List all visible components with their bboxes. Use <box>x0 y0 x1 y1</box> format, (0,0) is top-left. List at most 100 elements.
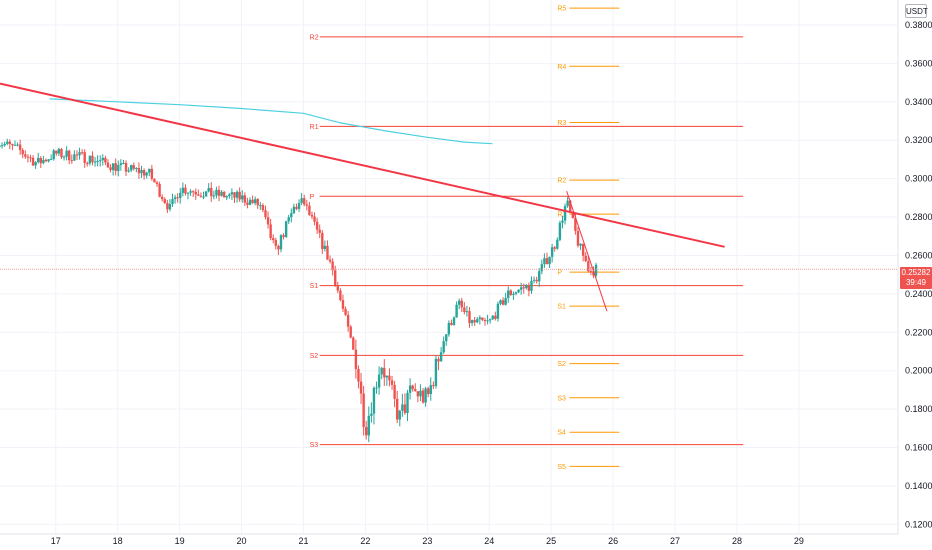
candle-body <box>346 314 350 327</box>
candle-body <box>47 159 50 162</box>
candle-body <box>202 196 205 198</box>
time-tick-label: 29 <box>794 536 804 546</box>
candle-body <box>204 191 208 197</box>
candle-body <box>24 154 27 157</box>
candle-body <box>558 222 562 240</box>
pivot-label-s3: S3 <box>310 442 319 449</box>
candle-body <box>457 300 461 305</box>
candle-body <box>73 154 76 161</box>
candle-body <box>173 197 177 200</box>
candlestick-series <box>0 138 598 443</box>
candle-body <box>452 317 456 325</box>
candle-body <box>62 156 66 158</box>
candle-body <box>282 235 285 237</box>
pivot-label-s4: S4 <box>557 430 566 437</box>
candle-body <box>215 189 218 196</box>
candle-body <box>540 264 544 272</box>
candle-body <box>111 163 115 171</box>
pivot-label-s2: S2 <box>310 353 319 360</box>
candle-body <box>3 143 6 146</box>
candle-body <box>442 341 445 353</box>
candle-body <box>341 300 345 309</box>
candle-body <box>8 141 12 144</box>
candle-body <box>483 319 487 321</box>
currency-unit-label[interactable]: USDT <box>905 4 928 18</box>
candle-body <box>594 264 598 276</box>
candle-body <box>168 203 172 210</box>
candle-body <box>545 258 549 265</box>
candle-body <box>426 388 430 395</box>
candle-body <box>509 290 513 295</box>
candle-body <box>93 161 97 163</box>
candle-body <box>70 160 73 162</box>
candle-body <box>592 271 595 276</box>
candle-body <box>419 390 422 397</box>
candle-body <box>251 199 254 204</box>
candle-body <box>18 144 22 151</box>
candle-body <box>228 194 231 197</box>
candle-body <box>96 161 99 163</box>
candle-body <box>119 163 123 166</box>
candle-body <box>507 290 510 299</box>
candle-body <box>277 245 280 250</box>
candle-body <box>83 152 86 163</box>
candle-body <box>122 162 125 164</box>
candle-body <box>78 152 81 156</box>
candle-body <box>305 204 309 206</box>
candle-body <box>52 150 55 160</box>
candle-body <box>31 157 35 166</box>
candle-body <box>398 410 401 420</box>
candle-body <box>60 148 63 158</box>
candle-body <box>429 385 432 395</box>
candle-body <box>160 196 164 200</box>
candle-body <box>550 247 554 257</box>
candle-body <box>99 160 102 162</box>
candle-body <box>455 304 458 318</box>
candle-body <box>171 199 174 204</box>
candle-body <box>421 390 425 403</box>
candle-body <box>150 168 154 179</box>
candle-body <box>88 155 92 164</box>
candle-body <box>411 385 414 390</box>
candle-body <box>587 261 590 272</box>
candle-body <box>535 279 538 282</box>
candle-body <box>39 158 43 164</box>
candle-body <box>538 271 541 282</box>
candle-body <box>352 337 355 350</box>
candle-body <box>49 159 53 161</box>
candle-body <box>26 156 30 158</box>
candle-body <box>16 144 19 146</box>
candle-body <box>377 374 381 388</box>
candle-body <box>434 358 438 386</box>
candle-body <box>321 232 324 249</box>
candle-body <box>468 311 471 324</box>
candle-body <box>117 165 120 171</box>
candle-body <box>553 247 556 249</box>
candle-body <box>424 388 427 403</box>
candle-body <box>380 367 383 375</box>
pivot-label-s1: S1 <box>557 304 566 311</box>
candle-body <box>163 199 166 204</box>
candle-body <box>488 319 492 321</box>
candle-body <box>499 300 502 304</box>
candle-body <box>416 391 420 397</box>
candle-body <box>55 150 58 154</box>
candle-body <box>248 199 252 205</box>
candle-body <box>465 311 469 313</box>
candle-body <box>437 358 440 362</box>
candle-body <box>189 191 192 193</box>
pivot-label-s1: S1 <box>310 283 319 290</box>
candle-body <box>406 392 409 414</box>
candle-body <box>274 240 278 246</box>
candle-body <box>129 165 133 171</box>
candle-body <box>362 393 365 428</box>
candle-body <box>153 178 156 183</box>
candle-body <box>0 145 1 147</box>
